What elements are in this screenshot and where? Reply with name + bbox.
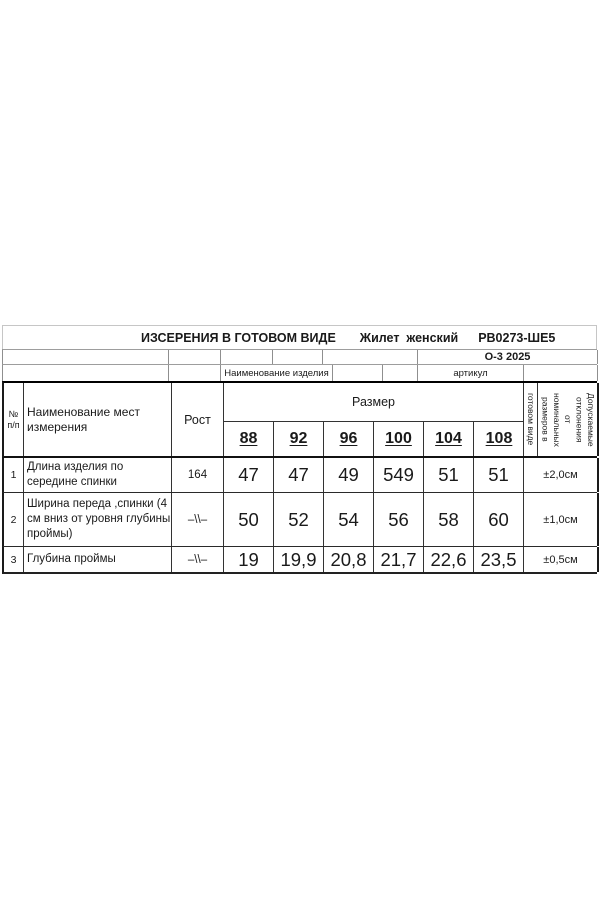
table-header-row: № п/п Наименование мест измерения Рост Р…	[2, 381, 599, 458]
size-header-label: 108	[485, 430, 513, 447]
height-value: –\\–	[172, 547, 224, 572]
value-size-100: 549	[374, 458, 424, 492]
value-size-104: 22,6	[424, 547, 474, 572]
empty-cell	[3, 365, 169, 381]
size-header-group: Размер 88 92 96 100 104 108	[224, 383, 524, 456]
value-size-96: 54	[324, 493, 374, 546]
size-header-92: 92	[274, 422, 324, 456]
height-value: 164	[172, 458, 224, 492]
col-header-height: Рост	[172, 383, 224, 456]
finished-form-vertical-text: готовом виде	[526, 393, 537, 446]
size-header-label: 100	[385, 430, 412, 447]
table-row: 1 Длина изделия по середине спинки 164 4…	[2, 458, 599, 493]
value-size-96: 20,8	[324, 547, 374, 572]
table-row: 3 Глубина проймы –\\– 19 19,9 20,8 21,7 …	[2, 547, 599, 574]
page-title: ИЗСЕРЕНИЯ В ГОТОВОМ ВИДЕ	[141, 330, 336, 345]
empty-cell	[221, 350, 273, 364]
value-size-88: 19	[224, 547, 274, 572]
size-header-100: 100	[374, 422, 424, 456]
col-header-measure-name: Наименование мест измерения	[24, 383, 172, 456]
row-number: 2	[4, 493, 24, 546]
size-header-104: 104	[424, 422, 474, 456]
value-size-96: 49	[324, 458, 374, 492]
tolerance-value: ±1,0см	[524, 493, 599, 546]
value-size-108: 23,5	[474, 547, 524, 572]
season-row: О-3 2025	[2, 349, 598, 364]
article-label: артикул	[418, 365, 524, 381]
measure-name: Ширина переда ,спинки (4 см вниз от уров…	[24, 493, 172, 546]
measurement-table: ИЗСЕРЕНИЯ В ГОТОВОМ ВИДЕ Жилет женский Р…	[2, 325, 599, 574]
product-name-label: Наименование изделия	[221, 365, 333, 381]
empty-cell	[383, 365, 418, 381]
table-row: 2 Ширина переда ,спинки (4 см вниз от ур…	[2, 493, 599, 547]
size-header-cells: 88 92 96 100 104 108	[224, 422, 523, 456]
size-group-title: Размер	[224, 383, 523, 422]
value-size-108: 60	[474, 493, 524, 546]
value-size-104: 58	[424, 493, 474, 546]
empty-cell	[524, 365, 598, 381]
value-size-100: 56	[374, 493, 424, 546]
empty-cell	[169, 365, 221, 381]
value-size-88: 47	[224, 458, 274, 492]
row-number: 1	[4, 458, 24, 492]
value-size-92: 47	[274, 458, 324, 492]
measure-name: Глубина проймы	[24, 547, 172, 572]
size-header-label: 104	[435, 430, 462, 447]
empty-cell	[273, 350, 323, 364]
row-number: 3	[4, 547, 24, 572]
col-header-number: № п/п	[4, 383, 24, 456]
article-code: РВ0273-ШЕ5	[478, 330, 556, 345]
empty-cell	[3, 350, 169, 364]
measure-name: Длина изделия по середине спинки	[24, 458, 172, 492]
size-header-label: 96	[339, 430, 358, 447]
empty-cell	[323, 350, 418, 364]
value-size-104: 51	[424, 458, 474, 492]
size-header-label: 92	[289, 430, 308, 447]
empty-cell	[333, 365, 383, 381]
size-header-108: 108	[474, 422, 524, 456]
value-size-92: 19,9	[274, 547, 324, 572]
empty-cell	[169, 350, 221, 364]
value-size-100: 21,7	[374, 547, 424, 572]
tolerance-value: ±2,0см	[524, 458, 599, 492]
col-header-tolerance: Допускаемые отклонения от номинальных ра…	[538, 383, 599, 456]
value-size-108: 51	[474, 458, 524, 492]
meta-labels-row: Наименование изделия артикул	[2, 364, 598, 381]
value-size-88: 50	[224, 493, 274, 546]
tolerance-value: ±0,5см	[524, 547, 599, 572]
value-size-92: 52	[274, 493, 324, 546]
size-header-96: 96	[324, 422, 374, 456]
product-name: Жилет женский	[359, 330, 459, 345]
col-header-finished-form: готовом виде	[524, 383, 538, 456]
size-header-label: 88	[239, 430, 258, 447]
table-title-row: ИЗСЕРЕНИЯ В ГОТОВОМ ВИДЕ Жилет женский Р…	[2, 325, 597, 349]
season-label: О-3 2025	[418, 350, 598, 364]
tolerance-vertical-text: Допускаемые отклонения от номинальных ра…	[540, 392, 597, 447]
height-value: –\\–	[172, 493, 224, 546]
size-header-88: 88	[224, 422, 274, 456]
